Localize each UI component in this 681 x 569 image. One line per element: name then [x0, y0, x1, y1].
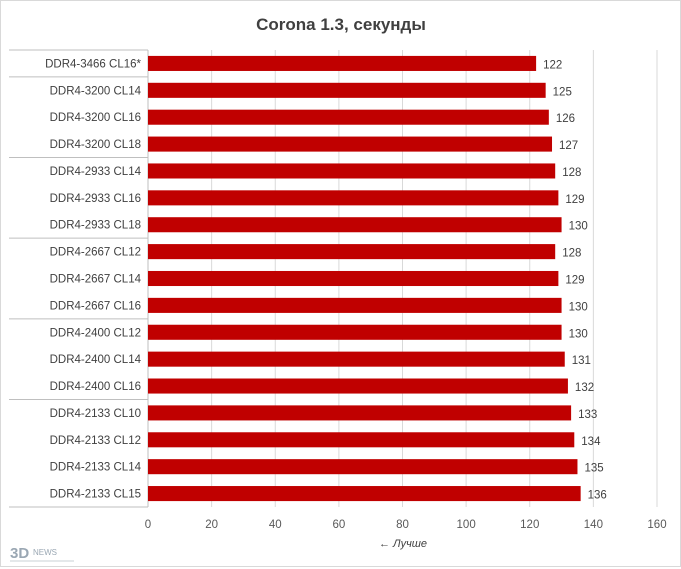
data-label: 135: [584, 463, 603, 475]
bar: [148, 136, 553, 152]
logo-mark: 3D: [10, 545, 29, 562]
bar: [148, 82, 546, 98]
category-label: DDR4-2933 CL18: [50, 220, 141, 232]
data-label: 134: [581, 436, 601, 448]
category-labels: DDR4-3466 CL16* DDR4-3200 CL14 DDR4-3200 C…: [9, 49, 149, 508]
bar: [148, 378, 568, 394]
chart-title: Corona 1.3, секунды: [256, 15, 426, 34]
category-label: DDR4-2667 CL14: [50, 274, 142, 286]
x-tick-label: 40: [269, 519, 282, 531]
data-label: 126: [556, 113, 575, 125]
x-tick-label: 60: [332, 519, 345, 531]
data-label: 133: [578, 409, 597, 421]
bar: [148, 217, 562, 233]
bar: [148, 459, 578, 475]
data-label: 129: [565, 194, 584, 206]
bar: [148, 324, 562, 340]
bar: [148, 297, 562, 313]
category-label: DDR4-3200 CL18: [50, 139, 141, 151]
category-label: DDR4-2133 CL12: [50, 435, 141, 447]
bar: [148, 190, 559, 206]
category-label: DDR4-2133 CL15: [50, 489, 141, 501]
bar: [148, 163, 556, 179]
bar: [148, 244, 556, 260]
data-label: 128: [562, 248, 581, 260]
bar: [148, 351, 565, 367]
bar: [148, 432, 575, 448]
category-label: DDR4-2400 CL12: [50, 327, 141, 339]
data-label: 128: [562, 167, 581, 179]
x-tick-label: 140: [584, 519, 603, 531]
category-label: DDR4-3200 CL14: [50, 85, 142, 97]
data-labels: 122 125 126 127 128 129 130 128 129 130 130 131 132 1…: [543, 59, 607, 501]
data-label: 131: [572, 355, 591, 367]
category-label: DDR4-2133 CL10: [50, 408, 141, 420]
category-label: DDR4-2133 CL14: [50, 462, 142, 474]
x-axis-ticks: 0 20 40 60 80 100 120 140 160: [145, 519, 667, 531]
x-tick-label: 20: [205, 519, 218, 531]
data-label: 125: [553, 86, 572, 98]
bar: [148, 109, 549, 125]
category-label: DDR4-2400 CL14: [50, 354, 142, 366]
bar: [148, 405, 572, 421]
bar: [148, 270, 559, 287]
x-tick-label: 100: [457, 519, 476, 531]
x-tick-label: 80: [396, 519, 409, 531]
site-logo: 3D NEWS: [8, 544, 78, 564]
bar: [148, 486, 581, 502]
data-label: 136: [588, 490, 607, 502]
bars: [148, 55, 581, 502]
data-label: 129: [565, 275, 584, 287]
x-axis-label: ← Лучше: [379, 538, 427, 550]
data-label: 122: [543, 59, 562, 71]
category-label: DDR4-2933 CL14: [50, 166, 142, 178]
x-tick-label: 120: [520, 519, 539, 531]
data-label: 130: [569, 301, 588, 313]
category-label: DDR4-2667 CL16: [50, 300, 141, 312]
data-label: 130: [569, 221, 588, 233]
logo-word: NEWS: [33, 548, 57, 557]
x-tick-label: 0: [145, 519, 151, 531]
category-label: DDR4-2667 CL12: [50, 247, 141, 259]
x-tick-label: 160: [647, 519, 666, 531]
data-label: 127: [559, 140, 578, 152]
category-label: DDR4-3200 CL16: [50, 112, 141, 124]
bar: [148, 55, 537, 71]
data-label: 132: [575, 382, 594, 394]
category-label: DDR4-2933 CL16: [50, 193, 141, 205]
category-label: DDR4-2400 CL16: [50, 381, 141, 393]
category-label: DDR4-3466 CL16*: [45, 58, 141, 70]
data-label: 130: [569, 328, 588, 340]
